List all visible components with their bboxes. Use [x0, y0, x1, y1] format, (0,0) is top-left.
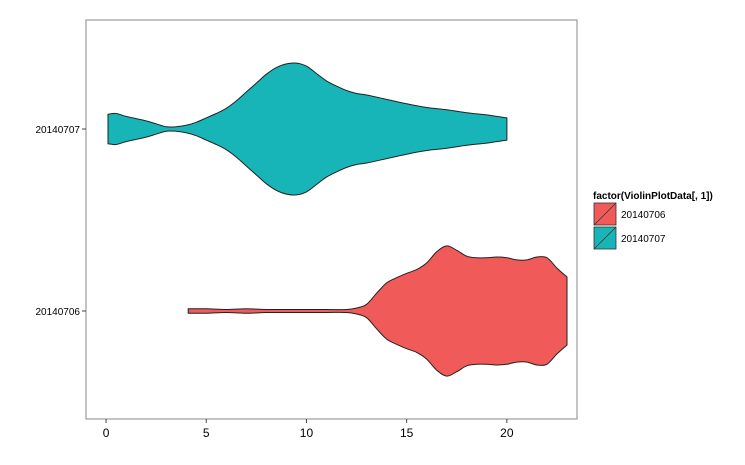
legend-label-20140707: 20140707 — [621, 234, 666, 245]
x-tick-label-10: 10 — [300, 426, 314, 440]
legend-item-20140707: 20140707 — [593, 226, 666, 250]
x-tick-label-20: 20 — [500, 426, 514, 440]
x-tick-label-5: 5 — [203, 426, 210, 440]
x-tick-label-15: 15 — [400, 426, 414, 440]
x-tick-label-0: 0 — [103, 426, 110, 440]
legend-key-slash-20140706 — [593, 202, 617, 226]
legend-key-slash-20140707 — [593, 226, 617, 250]
y-tick-label-20140706: 20140706 — [36, 307, 81, 318]
y-axis: 20140706 20140707 — [36, 125, 86, 318]
legend-label-20140706: 20140706 — [621, 210, 666, 221]
x-axis: 0 5 10 15 20 — [103, 419, 514, 440]
violins-layer — [107, 62, 568, 377]
legend: factor(ViolinPlotData[, 1]) 20140706 201… — [593, 191, 713, 250]
violin-20140706 — [187, 245, 568, 377]
violin-20140707 — [107, 62, 508, 196]
y-tick-label-20140707: 20140707 — [36, 125, 81, 136]
legend-item-20140706: 20140706 — [593, 202, 666, 226]
legend-title: factor(ViolinPlotData[, 1]) — [593, 191, 713, 202]
